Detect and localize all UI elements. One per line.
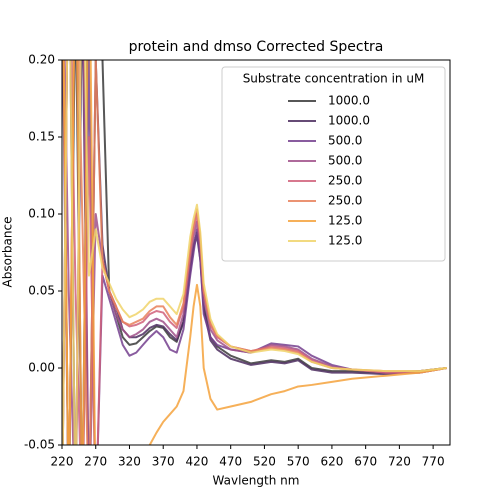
legend-box — [221, 66, 446, 262]
x-tick-label: 620 — [320, 455, 343, 469]
plot-area — [62, 60, 447, 445]
x-axis-label: Wavlength nm — [213, 474, 300, 488]
x-tick-label: 320 — [118, 455, 141, 469]
x-tick-label: 720 — [388, 455, 411, 469]
y-tick-label: 0.15 — [28, 130, 55, 144]
x-tick-label: 770 — [422, 455, 445, 469]
y-tick-label: -0.05 — [24, 438, 55, 452]
legend-label: 250.0 — [328, 174, 362, 188]
x-tick-label: 370 — [152, 455, 175, 469]
legend-label: 1000.0 — [328, 114, 370, 128]
x-tick-label: 420 — [186, 455, 209, 469]
axes-frame — [61, 59, 451, 446]
x-tick-label: 220 — [51, 455, 74, 469]
legend-label: 125.0 — [328, 234, 362, 248]
x-tick-label: 270 — [84, 455, 107, 469]
legend-label: 250.0 — [328, 194, 362, 208]
legend-label: 500.0 — [328, 134, 362, 148]
y-tick-label: 0.00 — [28, 361, 55, 375]
legend-label: 1000.0 — [328, 94, 370, 108]
legend-title: Substrate concentration in uM — [243, 72, 425, 86]
y-tick-label: 0.05 — [28, 284, 55, 298]
series-line — [62, 60, 447, 445]
x-tick-label: 570 — [287, 455, 310, 469]
series-line — [62, 60, 447, 445]
x-tick-label: 670 — [354, 455, 377, 469]
y-axis-label: Absorbance — [1, 217, 15, 288]
series-line — [62, 60, 447, 445]
y-tick-label: 0.10 — [28, 207, 55, 221]
legend-label: 125.0 — [328, 214, 362, 228]
legend-label: 500.0 — [328, 154, 362, 168]
y-tick-label: 0.20 — [28, 53, 55, 67]
chart-title: protein and dmso Corrected Spectra — [129, 39, 384, 55]
x-tick-label: 520 — [253, 455, 276, 469]
x-tick-label: 470 — [219, 455, 242, 469]
